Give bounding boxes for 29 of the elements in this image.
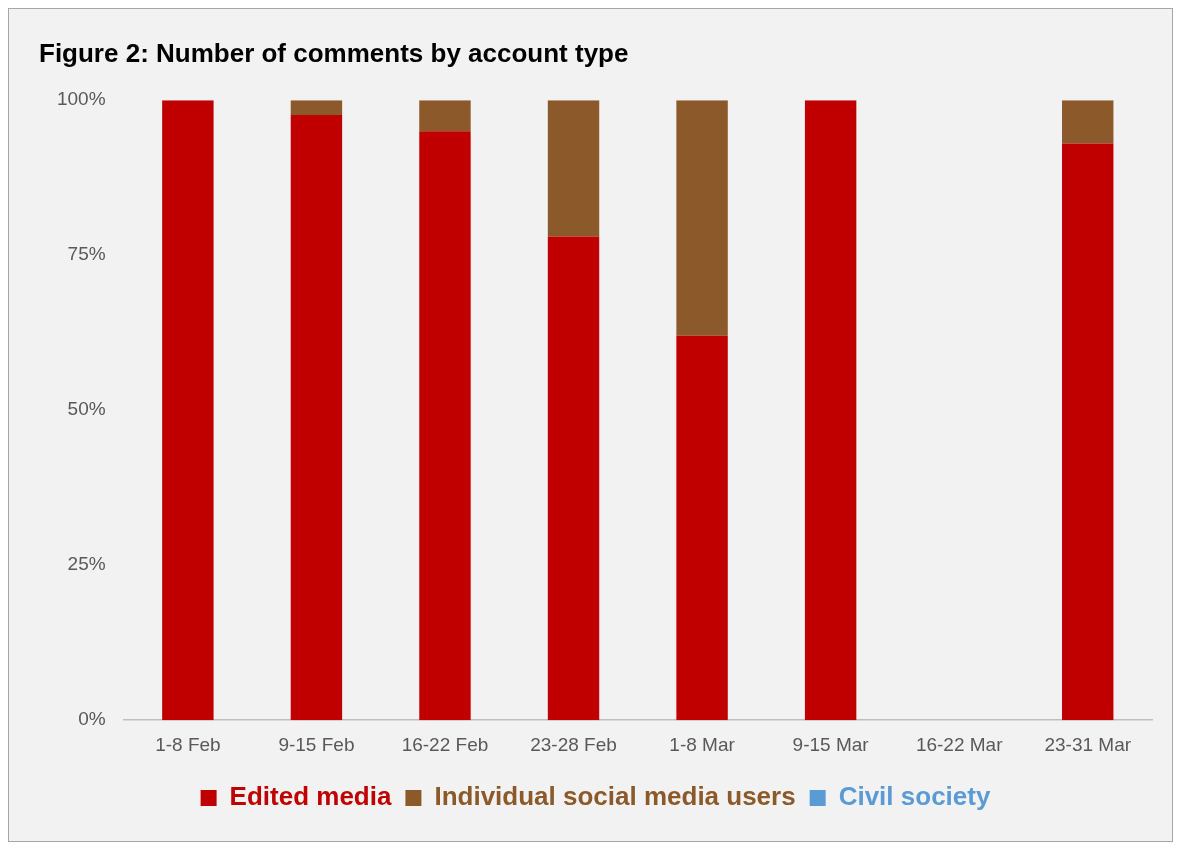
- bar: [547, 100, 600, 237]
- y-tick-label: 100%: [56, 88, 106, 110]
- y-tick-label: 0%: [78, 708, 106, 730]
- x-tick-label: 23-31 Mar: [1044, 733, 1132, 755]
- x-tick-label: 9-15 Mar: [792, 733, 870, 755]
- y-tick-label: 50%: [67, 398, 106, 420]
- y-tick-label: 75%: [67, 243, 106, 265]
- bar: [676, 100, 728, 336]
- legend-label: Edited media: [229, 781, 392, 812]
- bar: [1062, 100, 1114, 144]
- y-tick-label: 25%: [67, 553, 106, 575]
- bar: [290, 115, 343, 721]
- x-tick-label: 23-28 Feb: [530, 733, 617, 755]
- bar: [419, 100, 471, 132]
- legend-label: Individual social media users: [434, 781, 796, 812]
- bar: [547, 236, 600, 721]
- x-tick-label: 9-15 Feb: [278, 733, 355, 755]
- x-tick-label: 1-8 Mar: [669, 733, 736, 755]
- bar: [162, 100, 214, 721]
- x-tick-label: 1-8 Feb: [155, 733, 221, 755]
- legend-label: Civil society: [838, 781, 991, 812]
- chart-title: Figure 2: Number of comments by account type: [39, 37, 629, 68]
- x-tick-label: 16-22 Mar: [915, 733, 1004, 755]
- bar: [804, 100, 857, 721]
- bar: [419, 131, 471, 721]
- bar: [1062, 143, 1114, 721]
- bar: [290, 100, 343, 116]
- bar: [676, 335, 728, 721]
- x-tick-label: 16-22 Feb: [401, 733, 489, 755]
